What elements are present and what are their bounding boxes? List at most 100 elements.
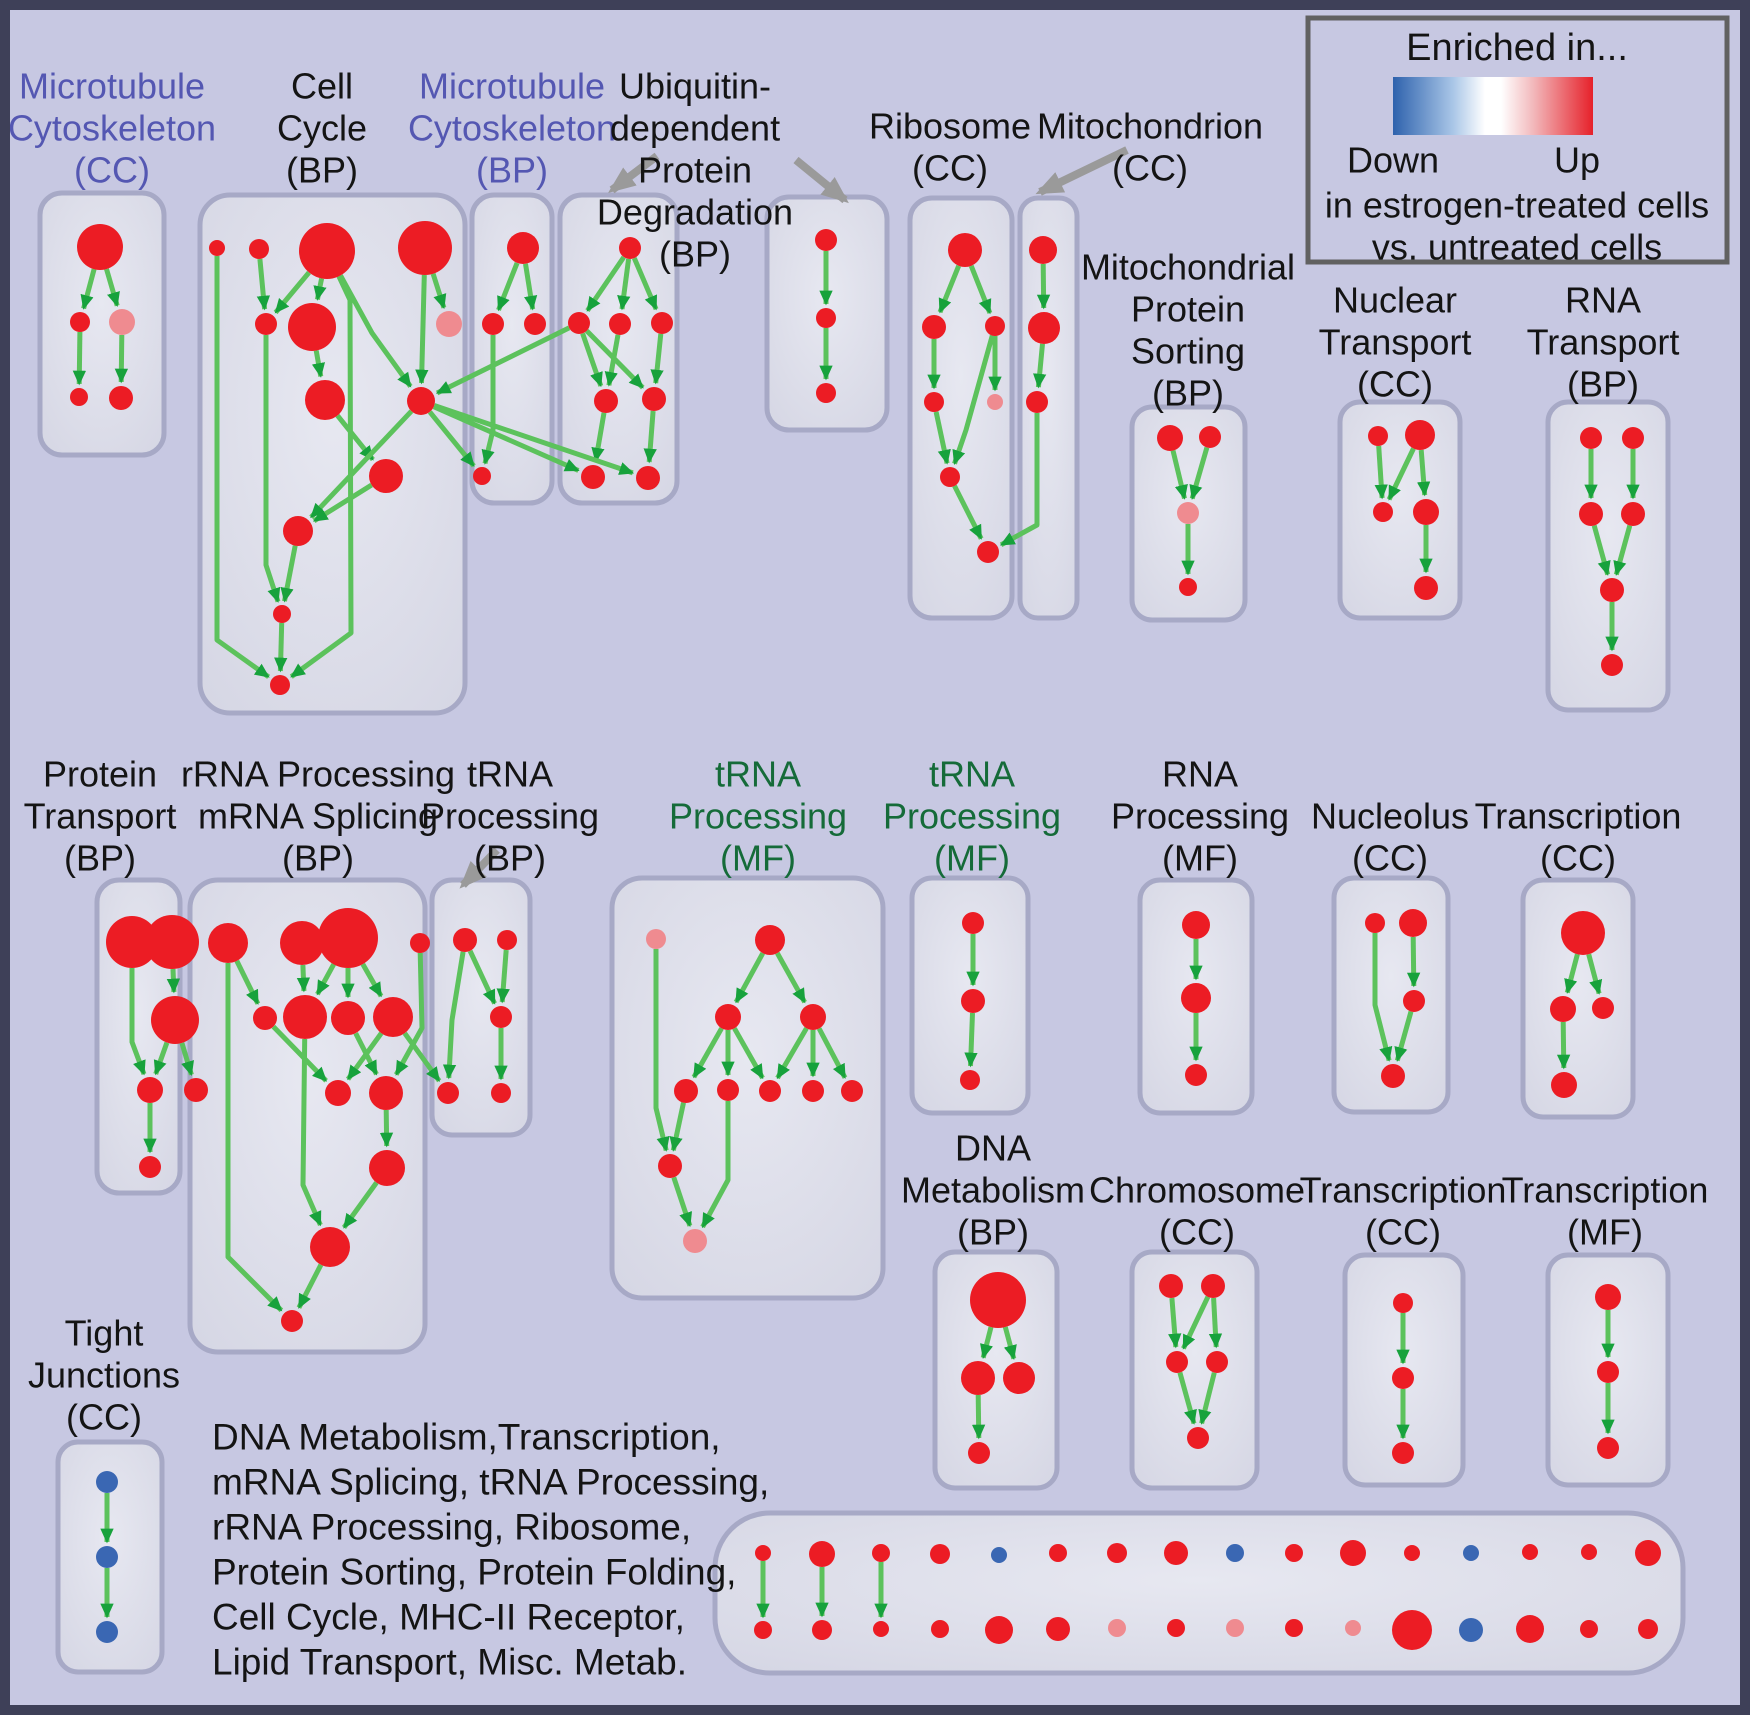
cluster-label-rna-transport: Transport [1527, 322, 1680, 363]
cluster-label-rrna-processing: (BP) [282, 838, 354, 879]
go-term-node [841, 1080, 863, 1102]
cluster-box-rna-transport [1545, 399, 1671, 713]
go-term-node [209, 240, 225, 256]
edge-microtubule-cc [104, 268, 120, 307]
go-term-node [1166, 1351, 1188, 1373]
go-term-node [184, 1078, 208, 1102]
edge-nucleolus [1406, 936, 1421, 988]
go-term-node [398, 221, 452, 275]
go-term-node [991, 1547, 1007, 1563]
go-term-node [800, 1004, 826, 1030]
edge-ribosome [952, 484, 984, 540]
edge-trna-processing-mf-2 [964, 1012, 978, 1068]
misc-categories-text: Cell Cycle, MHC-II Receptor, [212, 1597, 685, 1638]
edge-cell-cycle [309, 409, 414, 519]
go-term-node [96, 1471, 118, 1493]
go-term-node [325, 1080, 351, 1106]
edge-mitochondrion [1036, 263, 1051, 310]
edge-ubiquitin-degradation [580, 332, 604, 388]
go-term-node [1345, 1620, 1361, 1636]
edge-cell-cycle [430, 272, 447, 310]
label-pointer-arrow-0 [608, 152, 660, 194]
cluster-label-chromosome: (CC) [1159, 1212, 1235, 1253]
cluster-label-microtubule-cc: Cytoskeleton [8, 108, 216, 149]
go-term-node [1516, 1615, 1544, 1643]
go-term-node [1181, 983, 1211, 1013]
go-term-node [1285, 1619, 1303, 1637]
go-term-node [249, 239, 269, 259]
edge-nucleolus [1394, 1010, 1414, 1062]
go-term-node [815, 229, 837, 251]
edge-mitochondrial-protein-sorting [1170, 450, 1188, 500]
go-term-node [490, 1006, 512, 1028]
go-term-node [482, 313, 504, 335]
go-term-node [1373, 502, 1393, 522]
go-term-node [497, 930, 517, 950]
go-term-node [922, 315, 946, 339]
go-term-node [755, 1545, 771, 1561]
edge-rrna-processing [379, 1109, 394, 1148]
cluster-label-transcription-cc: Transcription [1475, 796, 1682, 837]
network-clusters-layer: MicrotubuleCytoskeleton(CC)CellCycle(BP)… [8, 66, 1708, 1683]
edge-nuclear-transport [1386, 447, 1416, 501]
cluster-box-chromosome [1129, 1249, 1260, 1491]
go-term-node [658, 1154, 682, 1178]
cluster-label-rna-processing-mf: Processing [1111, 796, 1289, 837]
edge-cell-cycle [214, 256, 271, 679]
edge-dna-metabolism [980, 1326, 994, 1359]
edge-nuclear-transport [1374, 445, 1388, 500]
cluster-label-rrna-processing: rRNA Processing [181, 754, 455, 795]
edge-rrna-processing [360, 962, 384, 998]
go-term-node [1551, 1072, 1577, 1098]
go-term-node [683, 1229, 707, 1253]
legend-gradient-bar [1393, 77, 1593, 135]
go-term-node [1459, 1618, 1483, 1642]
go-term-node [651, 312, 673, 334]
go-term-node [1182, 911, 1210, 939]
cluster-label-mitochondrial-protein-sorting: (BP) [1152, 373, 1224, 414]
label-pointer-arrow-2 [1035, 146, 1129, 196]
edge-rrna-processing [225, 963, 284, 1313]
cluster-label-microtubule-bp: Cytoskeleton [408, 108, 616, 149]
go-term-node [273, 605, 291, 623]
go-term-node [1159, 1274, 1183, 1298]
cluster-label-mitochondrial-protein-sorting: Sorting [1131, 331, 1245, 372]
go-term-node [1550, 996, 1576, 1022]
edge-microtubule-bp [496, 261, 520, 312]
edge-trna-processing-bp [467, 949, 497, 1005]
go-term-node [331, 1001, 365, 1035]
edge-ubiquitin-degradation [591, 412, 607, 463]
go-term-node [208, 923, 248, 963]
go-term-node [1028, 312, 1060, 344]
edge-ubiquitin-degradation [584, 329, 645, 390]
cluster-label-transcription-cc-2: (CC) [1365, 1212, 1441, 1253]
go-term-node [1226, 1544, 1244, 1562]
cluster-label-mitochondrial-protein-sorting: Protein [1131, 289, 1245, 330]
go-term-node [310, 1227, 350, 1267]
go-term-node [109, 309, 135, 335]
go-term-node [1522, 1544, 1538, 1560]
go-term-node [270, 675, 290, 695]
go-term-node [407, 387, 435, 415]
edge-trna-processing-mf-1 [671, 1176, 693, 1228]
cluster-label-tight-junctions: Junctions [28, 1355, 180, 1396]
edge-microtubule-bp [523, 263, 538, 311]
edge-cell-cycle [289, 275, 354, 679]
cluster-label-rrna-processing: mRNA Splicing [198, 796, 438, 837]
go-term-node [318, 908, 378, 968]
cluster-label-trna-processing-bp: tRNA [467, 754, 553, 795]
go-term-node [1621, 502, 1645, 526]
cluster-label-trna-processing-mf-1: Processing [669, 796, 847, 837]
cluster-label-cell-cycle: (BP) [286, 150, 358, 191]
go-term-node [109, 386, 133, 410]
go-term-node [1164, 1541, 1188, 1565]
edge-cell-cycle [338, 274, 413, 388]
cluster-box-dna-metabolism [932, 1249, 1060, 1491]
cluster-label-ubiquitin-degradation: Degradation [597, 192, 793, 233]
go-term-node [717, 1079, 739, 1101]
edge-cell-cycle [312, 482, 373, 524]
edge-cell-cycle [335, 414, 375, 462]
cluster-label-mitochondrion: Mitochondrion [1037, 106, 1263, 147]
